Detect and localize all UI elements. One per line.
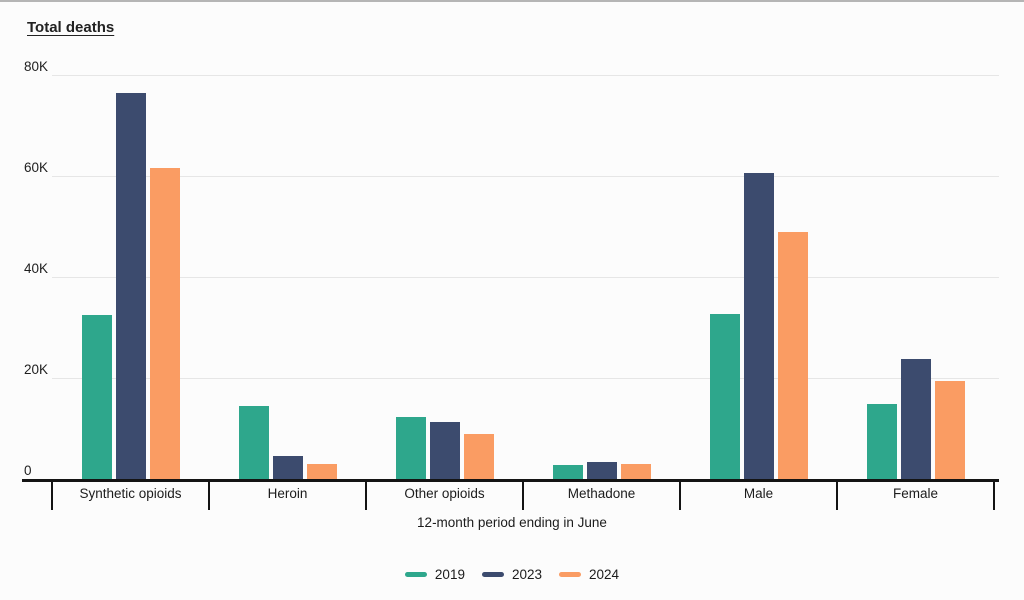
- gridline-20K: [52, 378, 999, 379]
- category-label-female: Female: [892, 486, 938, 501]
- chart-title: Total deaths: [27, 19, 115, 36]
- bar-female-2024: [934, 380, 965, 479]
- legend-label-2023: 2023: [511, 567, 543, 582]
- bar-heroin-2024: [306, 463, 337, 479]
- bar-male-2023: [743, 173, 774, 479]
- category-label-methadone: Methadone: [567, 486, 636, 501]
- x-axis-title: 12-month period ending in June: [417, 515, 607, 530]
- legend: 2019 2023 2024: [0, 567, 1024, 582]
- bar-group-other-opioids: [366, 75, 523, 479]
- legend-swatch-2024: [559, 572, 582, 577]
- bar-methadone-2019: [552, 464, 583, 479]
- bar-group-heroin: [209, 75, 366, 479]
- legend-item-2024: 2024: [559, 567, 619, 582]
- bar-female-2019: [866, 404, 897, 479]
- gridline-80K: [52, 75, 999, 76]
- y-tick-label-60K: 60K: [24, 160, 49, 175]
- bar-group-synthetic-opioids: [52, 75, 209, 479]
- bar-methadone-2024: [620, 463, 651, 479]
- y-tick-label-40K: 40K: [24, 261, 49, 276]
- legend-item-2019: 2019: [404, 567, 465, 582]
- y-tick-label-20K: 20K: [24, 362, 49, 377]
- bar-group-female: [837, 75, 994, 479]
- category-label-synthetic-opioids: Synthetic opioids: [79, 486, 182, 501]
- bar-group-methadone: [523, 75, 680, 479]
- x-axis-tick: [51, 482, 53, 510]
- bar-female-2023: [900, 359, 931, 479]
- x-axis-tick: [679, 482, 681, 510]
- legend-label-2019: 2019: [434, 567, 465, 582]
- category-label-other-opioids: Other opioids: [404, 486, 485, 501]
- gridline-60K: [52, 176, 999, 177]
- bar-male-2019: [709, 313, 740, 479]
- bar-group-male: [680, 75, 837, 479]
- category-label-heroin: Heroin: [267, 486, 308, 501]
- x-axis-tick: [993, 482, 995, 510]
- x-axis-tick: [365, 482, 367, 510]
- x-axis-tick: [208, 482, 210, 510]
- x-axis-tick: [522, 482, 524, 510]
- y-tick-label-80K: 80K: [24, 59, 49, 74]
- x-axis-line: [22, 479, 999, 482]
- bar-heroin-2023: [272, 455, 303, 479]
- gridline-40K: [52, 277, 999, 278]
- bar-synthetic-opioids-2024: [149, 168, 180, 479]
- bar-synthetic-opioids-2019: [81, 314, 112, 479]
- bar-other-opioids-2024: [463, 433, 494, 479]
- legend-label-2024: 2024: [589, 567, 620, 582]
- bar-male-2024: [777, 231, 808, 479]
- bar-methadone-2023: [586, 461, 617, 479]
- bar-synthetic-opioids-2023: [115, 92, 146, 479]
- bar-other-opioids-2023: [429, 422, 460, 479]
- bar-other-opioids-2019: [395, 417, 426, 479]
- x-axis-tick: [836, 482, 838, 510]
- legend-item-2023: 2023: [481, 567, 543, 582]
- bar-heroin-2019: [238, 405, 269, 479]
- legend-swatch-2023: [481, 572, 504, 577]
- category-label-male: Male: [743, 486, 774, 501]
- legend-swatch-2019: [404, 572, 427, 577]
- y-tick-label-0: 0: [24, 463, 32, 478]
